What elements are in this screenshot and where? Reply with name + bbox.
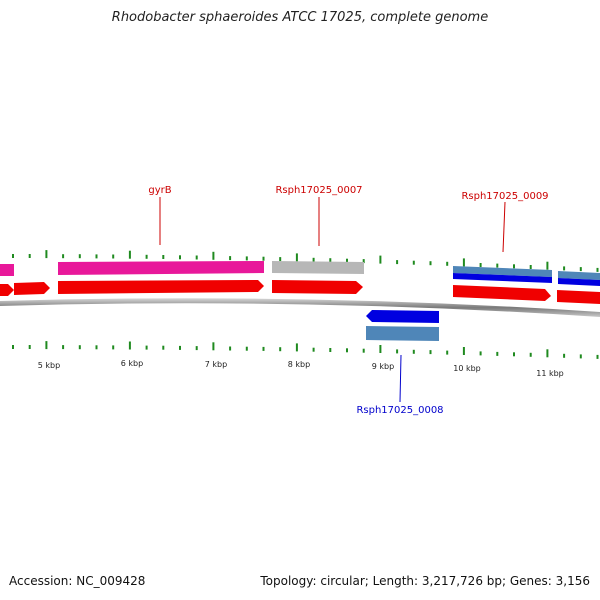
accession-text: Accession: NC_009428 (9, 574, 146, 588)
cds-0009[interactable] (453, 285, 551, 301)
gene-label-rsph17025-0009[interactable]: Rsph17025_0009 (461, 191, 548, 202)
cds-reverse-0008[interactable] (366, 310, 439, 323)
inner-tick-ring (12, 341, 599, 359)
cds-0007[interactable] (272, 280, 363, 294)
gene-label-rsph17025-0008[interactable]: Rsph17025_0008 (356, 405, 443, 416)
feature-gyrb-highlight[interactable] (58, 261, 264, 275)
feature-0010-blue[interactable] (558, 278, 600, 286)
kbp-label: 5 kbp (38, 361, 60, 370)
kbp-label: 9 kbp (372, 362, 394, 371)
cds-forward-0005[interactable] (14, 282, 50, 295)
genome-stats-text: Topology: circular; Length: 3,217,726 bp… (260, 574, 590, 588)
outer-tick-ring (12, 250, 599, 272)
feature-0009-blue[interactable] (453, 273, 552, 283)
feature-highlight-left[interactable] (0, 264, 14, 276)
kbp-label: 6 kbp (121, 359, 143, 368)
leader-0008 (399, 354, 402, 403)
leader-0009 (502, 201, 506, 253)
feature-0008-steel[interactable] (366, 326, 439, 341)
feature-0009-steel[interactable] (453, 266, 552, 277)
feature-0010-steel[interactable] (558, 271, 600, 280)
cds-0010[interactable] (557, 290, 600, 304)
cds-gyrb[interactable] (58, 280, 264, 294)
kbp-label: 11 kbp (536, 369, 564, 378)
kbp-label: 10 kbp (453, 364, 481, 373)
genome-backbone (0, 298, 600, 317)
feature-0007-highlight[interactable] (272, 261, 364, 274)
map-title: Rhodobacter sphaeroides ATCC 17025, comp… (111, 10, 489, 25)
cds-forward-partial[interactable] (0, 284, 14, 296)
gene-label-gyrb[interactable]: gyrB (148, 185, 171, 196)
gene-label-rsph17025-0007[interactable]: Rsph17025_0007 (275, 185, 362, 196)
kbp-label: 7 kbp (205, 360, 227, 369)
kbp-label: 8 kbp (288, 360, 310, 369)
